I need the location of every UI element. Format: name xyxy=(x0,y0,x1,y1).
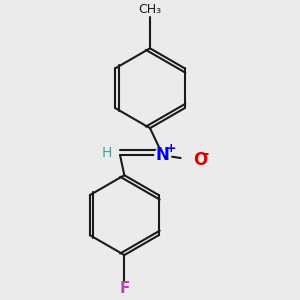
Text: O: O xyxy=(193,151,208,169)
Text: -: - xyxy=(202,146,209,161)
Text: +: + xyxy=(166,142,176,155)
Text: H: H xyxy=(102,146,112,160)
Text: F: F xyxy=(119,281,130,296)
Circle shape xyxy=(155,147,171,163)
Text: N: N xyxy=(156,146,170,164)
Circle shape xyxy=(182,152,198,167)
Text: CH₃: CH₃ xyxy=(138,3,162,16)
